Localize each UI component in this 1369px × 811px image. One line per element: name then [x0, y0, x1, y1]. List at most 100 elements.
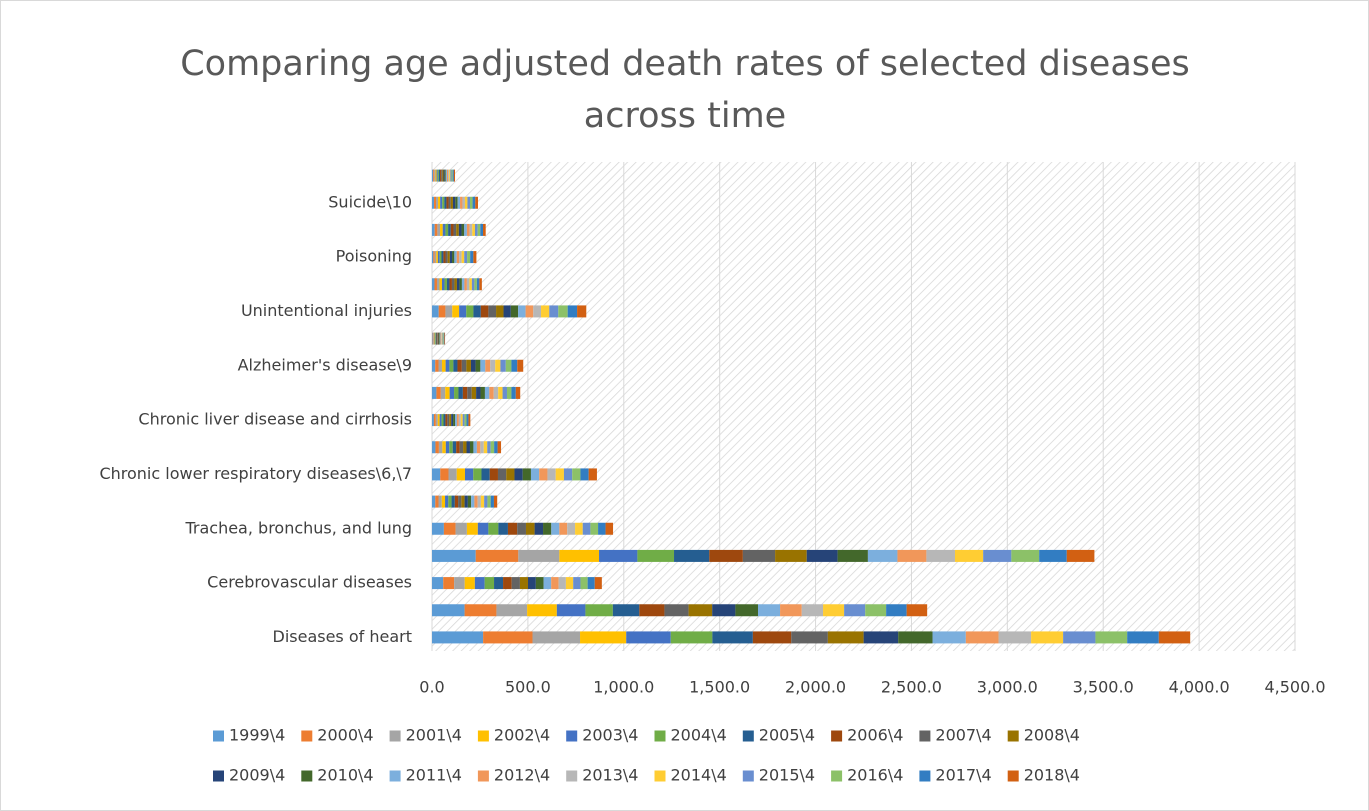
bar-segment	[484, 577, 495, 590]
bar-segment	[454, 251, 457, 264]
bar-segment	[448, 223, 451, 236]
bar-segment	[461, 359, 467, 372]
bar-segment	[496, 305, 504, 318]
legend-swatch	[742, 770, 754, 782]
bar-segment	[454, 577, 465, 590]
bar-segment	[438, 305, 446, 318]
bar-segment	[452, 196, 456, 209]
legend-swatch	[919, 730, 931, 742]
bar-segment	[456, 441, 460, 454]
legend-label: 2016\4	[847, 766, 903, 785]
bar-segment	[599, 549, 638, 562]
bar-segment	[466, 305, 474, 318]
x-tick-label: 2,500.0	[881, 678, 942, 697]
bar-segment	[455, 196, 458, 209]
bar-segment	[1031, 631, 1064, 644]
bar-segment	[439, 332, 440, 345]
bar-segment	[445, 495, 449, 508]
y-tick-label: Chronic liver disease and cirrhosis	[138, 410, 412, 429]
bar-segment	[439, 278, 442, 291]
bar-segment	[965, 631, 999, 644]
bar-segment	[466, 223, 470, 236]
bar-segment	[612, 604, 640, 617]
legend-label: 2014\4	[671, 766, 727, 785]
legend-label: 2006\4	[847, 726, 903, 745]
bar-segment	[1095, 631, 1128, 644]
bar-segment	[437, 251, 440, 264]
bar-segment	[445, 359, 450, 372]
legend-swatch	[831, 770, 843, 782]
bar-segment	[438, 332, 440, 345]
bar-segment	[443, 169, 445, 182]
bar-segment	[456, 278, 460, 291]
bar-segment	[432, 577, 444, 590]
legend-label: 2003\4	[582, 726, 638, 745]
bar-segment	[556, 604, 586, 617]
bar-segment	[489, 386, 494, 399]
bar-segment	[434, 169, 436, 182]
bar-segment	[637, 549, 675, 562]
bar-segment	[709, 549, 743, 562]
x-tick-label: 1,000.0	[593, 678, 654, 697]
bar-segment	[449, 414, 452, 427]
bar-segment	[444, 332, 446, 345]
bar-segment	[442, 332, 444, 345]
bar-segment	[459, 441, 464, 454]
bar-segment	[458, 495, 462, 508]
bar-segment	[480, 495, 485, 508]
bar-segment	[458, 223, 462, 236]
bar-segment	[886, 604, 907, 617]
bar-segment	[440, 223, 443, 236]
bar-segment	[442, 441, 446, 454]
bar-segment	[559, 522, 568, 535]
y-tick-label: Cerebrovascular diseases	[207, 573, 412, 592]
bar-segment	[462, 196, 465, 209]
bar-segment	[481, 468, 490, 481]
y-tick-label: Diseases of heart	[273, 627, 413, 646]
bar-segment	[558, 305, 568, 318]
bar-segment	[897, 549, 927, 562]
bar-segment	[432, 305, 439, 318]
bar-segment	[434, 196, 437, 209]
bar-segment	[472, 223, 475, 236]
bar-segment	[483, 441, 488, 454]
bar-segment	[484, 386, 490, 399]
bar-segment	[447, 414, 450, 427]
bar-segment	[497, 441, 502, 454]
bar-segment	[467, 386, 472, 399]
bar-segment	[473, 305, 481, 318]
bar-segment	[445, 305, 453, 318]
bar-segment	[461, 251, 465, 264]
legend-label: 2012\4	[494, 766, 550, 785]
bar-segment	[457, 359, 462, 372]
bar-segment	[487, 441, 491, 454]
bar-segment	[453, 359, 458, 372]
bar-segment	[459, 251, 462, 264]
bar-segment	[432, 332, 433, 345]
bar-segment	[469, 278, 472, 291]
bar-segment	[475, 359, 481, 372]
y-tick-label: Trachea, bronchus, and lung	[184, 518, 412, 537]
bar-segment	[525, 305, 534, 318]
bar-segment	[493, 495, 498, 508]
bar-segment	[466, 414, 469, 427]
legend-label: 2009\4	[229, 766, 285, 785]
bar-segment	[454, 278, 457, 291]
bar-segment	[626, 631, 671, 644]
bar-segment	[469, 196, 473, 209]
bar-segment	[1127, 631, 1159, 644]
bar-segment	[437, 223, 441, 236]
bar-segment	[476, 386, 481, 399]
bar-segment	[446, 278, 450, 291]
bar-segment	[469, 223, 473, 236]
bar-segment	[474, 278, 477, 291]
bar-segment	[436, 278, 440, 291]
bar-segment	[435, 359, 439, 372]
legend-swatch	[1007, 770, 1019, 782]
bar-segment	[459, 305, 467, 318]
bar-segment	[1063, 631, 1096, 644]
bar-segment	[502, 386, 507, 399]
bar-segment	[466, 441, 470, 454]
bar-segment	[436, 169, 438, 182]
bar-segment	[477, 522, 489, 535]
